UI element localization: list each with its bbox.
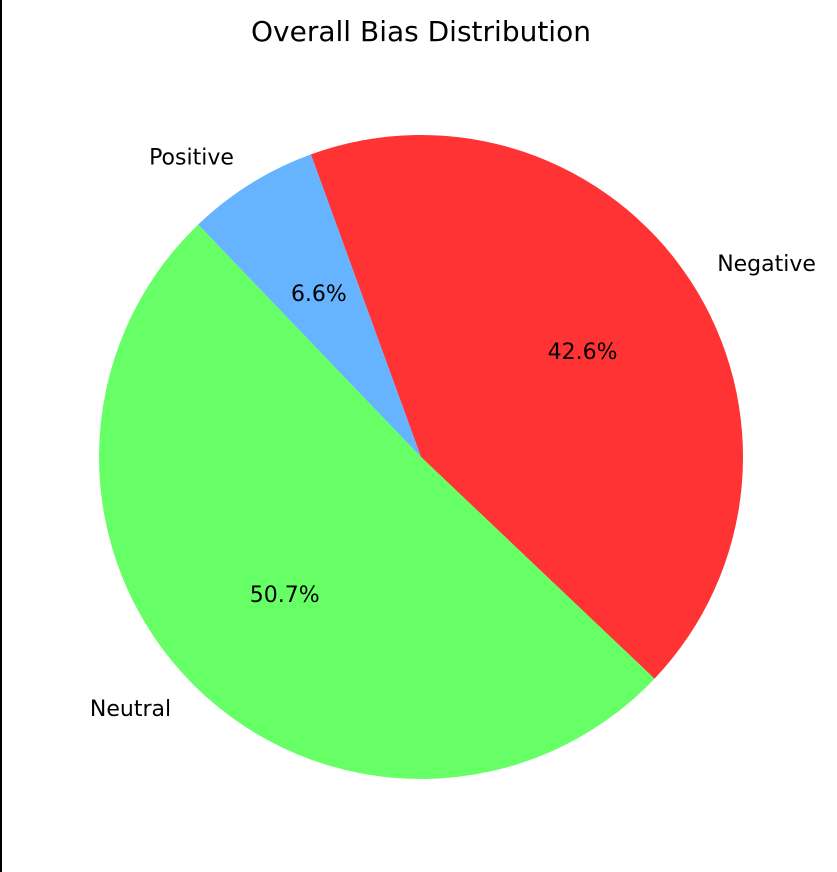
pie-slice-positive <box>198 154 421 458</box>
pie-pct-label-positive: 6.6% <box>291 282 347 307</box>
pie-slice-negative <box>310 134 744 679</box>
pie-labels: 42.6% Negative 50.7% Neutral 6.6% Positive <box>90 145 816 722</box>
pie-pct-label-neutral: 50.7% <box>250 583 320 608</box>
chart-title: Overall Bias Distribution <box>251 15 591 48</box>
pie-label-neutral: Neutral <box>90 697 171 722</box>
pie-label-negative: Negative <box>717 252 816 277</box>
pie-slices <box>99 134 744 779</box>
pie-slice-neutral <box>99 224 655 779</box>
pie-pct-label-negative: 42.6% <box>548 340 618 365</box>
pie-label-positive: Positive <box>149 145 234 170</box>
